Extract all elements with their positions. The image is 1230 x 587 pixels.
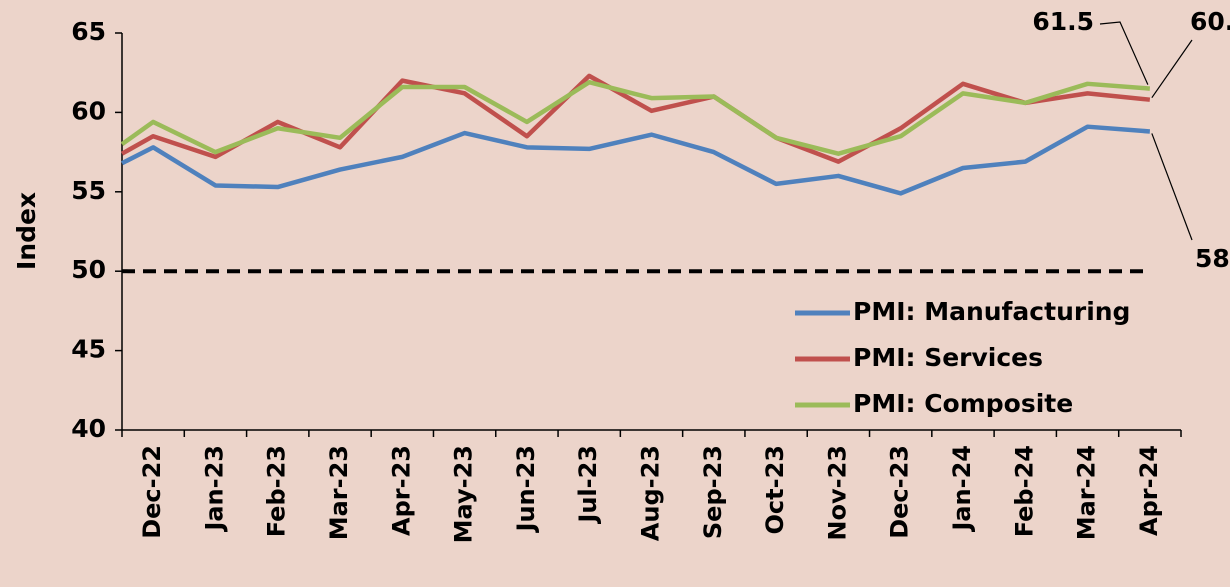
x-tick-label: Dec-22 xyxy=(138,445,166,539)
legend-label: PMI: Composite xyxy=(853,389,1073,418)
leader-line xyxy=(1099,21,1149,85)
annotation: 60.8 xyxy=(1190,7,1230,36)
series-line xyxy=(120,79,1151,156)
x-tick-label: Jan-24 xyxy=(948,445,976,533)
x-tick-label: Nov-23 xyxy=(823,445,851,541)
x-tick-label: Sep-23 xyxy=(699,445,727,539)
x-tick-label: Apr-23 xyxy=(387,445,415,536)
legend-label: PMI: Manufacturing xyxy=(853,297,1130,326)
y-tick-label: 40 xyxy=(71,414,106,443)
series-line xyxy=(120,73,1151,164)
x-tick-label: Jun-23 xyxy=(512,445,540,533)
x-tick-label: Feb-23 xyxy=(263,445,291,537)
annotation: 61.5 xyxy=(1032,7,1094,36)
x-tick-label: May-23 xyxy=(450,445,478,543)
series-line xyxy=(120,124,1151,196)
x-tick-label: Aug-23 xyxy=(637,445,665,541)
x-tick-label: Feb-24 xyxy=(1010,445,1038,537)
y-tick-label: 50 xyxy=(71,255,106,284)
y-tick-label: 60 xyxy=(71,96,106,125)
leader-line xyxy=(1151,133,1193,241)
x-tick-label: Apr-24 xyxy=(1135,445,1163,536)
y-tick-label: 45 xyxy=(71,335,106,364)
x-tick-label: Mar-24 xyxy=(1073,445,1101,540)
x-tick-label: Mar-23 xyxy=(325,445,353,540)
x-tick-label: Oct-23 xyxy=(761,445,789,534)
y-tick-label: 55 xyxy=(71,176,106,205)
y-axis-label: Index xyxy=(12,192,41,270)
x-tick-label: Jul-23 xyxy=(574,445,602,525)
annotation: 58.8 xyxy=(1195,244,1230,273)
y-tick-label: 65 xyxy=(71,17,106,46)
x-tick-label: Dec-23 xyxy=(886,445,914,539)
leader-line xyxy=(1151,39,1193,99)
x-tick-label: Jan-23 xyxy=(200,445,228,533)
legend-label: PMI: Services xyxy=(853,343,1043,372)
